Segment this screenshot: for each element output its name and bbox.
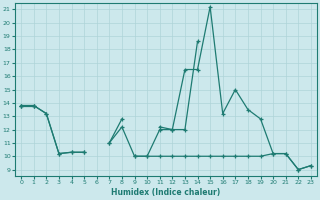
X-axis label: Humidex (Indice chaleur): Humidex (Indice chaleur) [111,188,221,197]
